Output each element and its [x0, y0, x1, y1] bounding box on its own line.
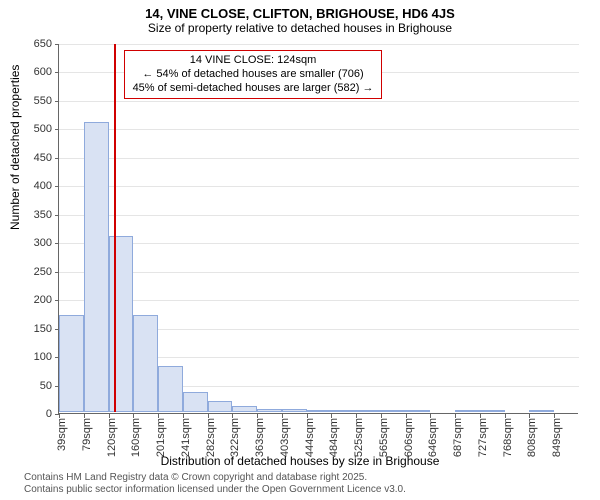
xtick-label: 241sqm — [180, 418, 192, 457]
annotation-box: 14 VINE CLOSE: 124sqm← 54% of detached h… — [124, 50, 383, 99]
ytick-mark — [55, 300, 59, 301]
xtick-label: 646sqm — [427, 418, 439, 457]
xtick-label: 403sqm — [279, 418, 291, 457]
xtick-label: 120sqm — [106, 418, 118, 457]
gridline — [59, 243, 579, 244]
gridline — [59, 129, 579, 130]
bar — [381, 410, 406, 412]
xtick-label: 484sqm — [328, 418, 340, 457]
xtick-label: 808sqm — [526, 418, 538, 457]
xtick-label: 39sqm — [56, 418, 68, 451]
xtick-label: 322sqm — [229, 418, 241, 457]
bar — [84, 122, 109, 412]
footer-attribution: Contains HM Land Registry data © Crown c… — [24, 472, 406, 496]
xtick-label: 606sqm — [403, 418, 415, 457]
ytick-mark — [55, 129, 59, 130]
xtick-label: 525sqm — [353, 418, 365, 457]
ytick-label: 450 — [12, 152, 52, 164]
ytick-mark — [55, 272, 59, 273]
xtick-label: 282sqm — [205, 418, 217, 457]
bar — [307, 410, 332, 412]
bar — [282, 409, 307, 412]
xtick-label: 201sqm — [155, 418, 167, 457]
ytick-mark — [55, 158, 59, 159]
bar — [480, 410, 505, 412]
xtick-label: 849sqm — [551, 418, 563, 457]
xtick-label: 687sqm — [452, 418, 464, 457]
bar — [529, 410, 554, 412]
footer-line: Contains public sector information licen… — [24, 484, 406, 496]
xtick-label: 444sqm — [304, 418, 316, 457]
ytick-label: 250 — [12, 266, 52, 278]
ytick-label: 650 — [12, 38, 52, 50]
gridline — [59, 158, 579, 159]
xtick-label: 727sqm — [477, 418, 489, 457]
gridline — [59, 101, 579, 102]
ytick-mark — [55, 44, 59, 45]
bar — [59, 315, 84, 412]
bar — [232, 406, 257, 412]
annotation-line: ← 54% of detached houses are smaller (70… — [133, 68, 374, 82]
ytick-label: 300 — [12, 237, 52, 249]
annotation-line: 45% of semi-detached houses are larger (… — [133, 82, 374, 96]
bar — [455, 410, 480, 412]
reference-line — [114, 44, 116, 412]
bar — [356, 410, 381, 412]
ytick-label: 550 — [12, 95, 52, 107]
xtick-label: 160sqm — [130, 418, 142, 457]
ytick-label: 0 — [12, 408, 52, 420]
footer-line: Contains HM Land Registry data © Crown c… — [24, 472, 406, 484]
x-axis-title: Distribution of detached houses by size … — [0, 454, 600, 468]
gridline — [59, 186, 579, 187]
plot-area: 0501001502002503003504004505005506006503… — [58, 44, 578, 414]
ytick-mark — [55, 243, 59, 244]
bar — [158, 366, 183, 412]
ytick-label: 400 — [12, 180, 52, 192]
ytick-label: 350 — [12, 209, 52, 221]
gridline — [59, 272, 579, 273]
gridline — [59, 215, 579, 216]
xtick-label: 363sqm — [254, 418, 266, 457]
ytick-label: 200 — [12, 294, 52, 306]
page-title: 14, VINE CLOSE, CLIFTON, BRIGHOUSE, HD6 … — [0, 0, 600, 21]
page-subtitle: Size of property relative to detached ho… — [0, 21, 600, 37]
ytick-label: 600 — [12, 66, 52, 78]
ytick-mark — [55, 101, 59, 102]
ytick-label: 50 — [12, 380, 52, 392]
annotation-title: 14 VINE CLOSE: 124sqm — [133, 54, 374, 68]
y-axis-title: Number of detached properties — [8, 65, 22, 230]
xtick-label: 768sqm — [502, 418, 514, 457]
bar — [406, 410, 431, 412]
bar — [133, 315, 158, 412]
xtick-label: 79sqm — [81, 418, 93, 451]
bar — [257, 409, 282, 412]
bar — [331, 410, 356, 412]
ytick-label: 500 — [12, 123, 52, 135]
chart: 0501001502002503003504004505005506006503… — [58, 44, 578, 414]
xtick-label: 565sqm — [378, 418, 390, 457]
ytick-mark — [55, 72, 59, 73]
ytick-label: 150 — [12, 323, 52, 335]
ytick-mark — [55, 186, 59, 187]
bar — [208, 401, 233, 412]
gridline — [59, 300, 579, 301]
bar — [183, 392, 208, 412]
ytick-mark — [55, 215, 59, 216]
ytick-label: 100 — [12, 351, 52, 363]
bar — [109, 236, 134, 412]
gridline — [59, 44, 579, 45]
